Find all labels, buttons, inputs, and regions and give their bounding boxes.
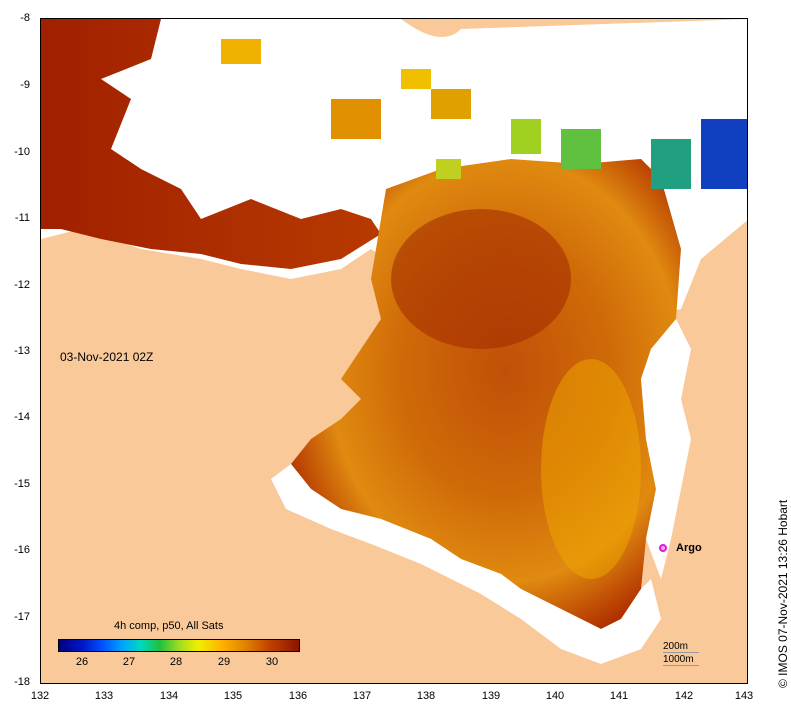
y-tick-label: -11 xyxy=(14,212,30,224)
legend-tick-label: 29 xyxy=(217,656,231,668)
legend-tick-label: 26 xyxy=(75,656,89,668)
y-tick-label: -13 xyxy=(14,345,30,357)
contour-legend: 200m 1000m xyxy=(663,640,699,666)
y-tick-label: -9 xyxy=(20,79,30,91)
legend-colorbar xyxy=(58,639,300,652)
warm-core xyxy=(391,209,571,349)
x-tick-label: 134 xyxy=(159,690,179,702)
argo-float-icon[interactable] xyxy=(659,544,667,552)
contour-line-1000m xyxy=(663,665,699,666)
x-tick-label: 132 xyxy=(30,690,50,702)
x-tick-label: 139 xyxy=(481,690,501,702)
y-tick-label: -16 xyxy=(14,544,30,556)
y-tick-label: -17 xyxy=(14,611,30,623)
cool-streak xyxy=(541,359,641,579)
y-tick-label: -15 xyxy=(14,478,30,490)
argo-label: Argo xyxy=(676,542,702,554)
y-tick-label: -14 xyxy=(14,411,30,423)
x-tick-label: 138 xyxy=(416,690,436,702)
contour-label-200m: 200m xyxy=(663,641,689,652)
y-tick-label: -8 xyxy=(20,12,30,24)
x-tick-label: 135 xyxy=(223,690,243,702)
x-tick-label: 133 xyxy=(94,690,114,702)
x-tick-label: 137 xyxy=(352,690,372,702)
y-tick-label: -18 xyxy=(14,676,30,688)
timestamp-label: 03-Nov-2021 02Z xyxy=(60,350,154,364)
y-tick-label: -10 xyxy=(14,146,30,158)
south-cloud-strip xyxy=(271,464,661,664)
x-tick-label: 140 xyxy=(545,690,565,702)
west-sst-patch xyxy=(41,19,381,269)
y-tick-label: -12 xyxy=(14,279,30,291)
map-frame xyxy=(40,18,748,684)
legend-tick-label: 28 xyxy=(169,656,183,668)
contour-label-1000m: 1000m xyxy=(663,654,694,665)
credit-label: © IMOS 07-Nov-2021 13:26 Hobart xyxy=(776,499,790,688)
legend-tick-label: 27 xyxy=(122,656,136,668)
x-tick-label: 142 xyxy=(674,690,694,702)
cool-patches xyxy=(221,39,747,189)
contour-line-200m xyxy=(663,652,699,653)
east-cloud-strip xyxy=(641,319,691,579)
legend-title: 4h comp, p50, All Sats xyxy=(114,620,224,632)
x-tick-label: 136 xyxy=(288,690,308,702)
legend-tick-label: 30 xyxy=(265,656,279,668)
sst-map xyxy=(41,19,747,664)
x-tick-label: 143 xyxy=(734,690,754,702)
color-legend: 4h comp, p50, All Sats 26 27 28 29 30 xyxy=(54,620,304,672)
x-tick-label: 141 xyxy=(609,690,629,702)
